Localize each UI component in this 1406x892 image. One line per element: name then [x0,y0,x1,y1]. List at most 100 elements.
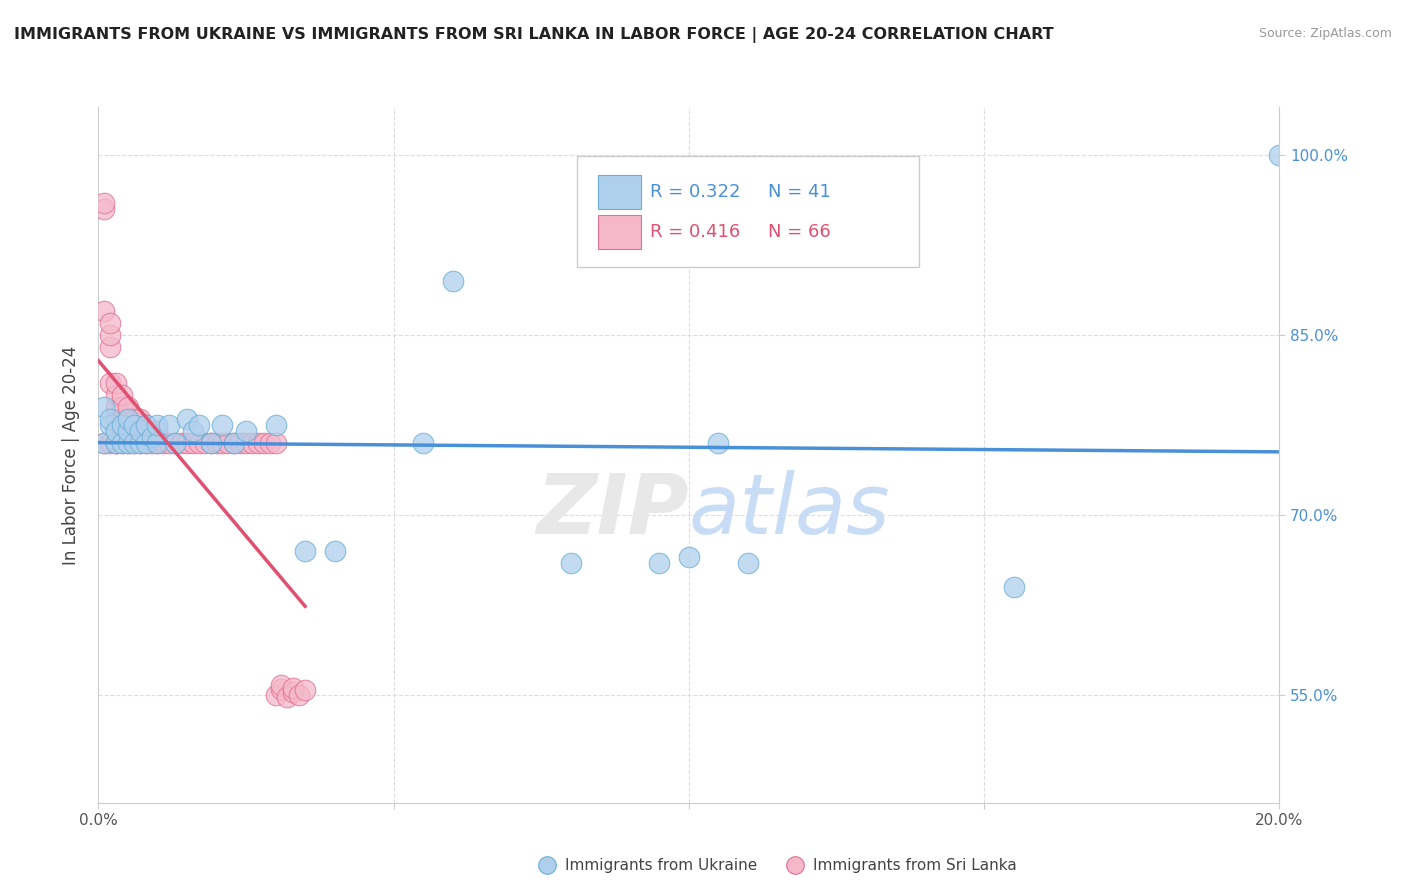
Text: N = 41: N = 41 [768,183,831,201]
Point [105,376,128,390]
Point [128,436,150,450]
Point [146,436,169,450]
Point [111,424,134,438]
Point [141,430,163,444]
Point [176,436,198,450]
Text: R = 0.416: R = 0.416 [650,223,740,241]
Point [98,417,121,432]
Point [98,376,121,390]
Point [117,436,139,450]
Point [93,304,115,318]
Point [93,202,115,216]
Point [165,436,187,450]
Point [141,436,163,450]
Point [264,436,287,450]
Point [117,424,139,438]
Point [111,417,134,432]
Point [678,549,700,564]
Point [224,436,246,450]
Point [105,424,128,438]
Point [105,424,128,438]
Point [105,412,128,426]
Point [122,412,145,426]
Point [98,340,121,354]
Point [135,417,157,432]
Point [176,412,198,426]
Point [264,688,287,702]
Point [270,678,292,692]
Point [294,544,316,558]
Point [122,436,145,450]
Point [246,436,269,450]
Point [111,436,134,450]
Point [1268,148,1291,162]
Point [170,436,193,450]
Point [211,417,233,432]
Point [157,436,180,450]
Point [648,556,671,570]
Point [1002,580,1025,594]
Point [128,412,150,426]
Point [235,424,257,438]
Point [288,688,311,702]
Point [105,388,128,402]
Text: N = 66: N = 66 [768,223,831,241]
Point [181,436,204,450]
Point [157,417,180,432]
Point [211,436,233,450]
Point [235,436,257,450]
Point [276,690,298,705]
Point [93,436,115,450]
Text: Source: ZipAtlas.com: Source: ZipAtlas.com [1258,27,1392,40]
Point [229,436,252,450]
Point [412,436,434,450]
Point [224,436,246,450]
Point [323,544,346,558]
Point [122,417,145,432]
Point [117,412,139,426]
Point [117,436,139,450]
Point [141,424,163,438]
Point [200,436,222,450]
Point [200,436,222,450]
Point [187,436,209,450]
Point [146,417,169,432]
Point [194,436,217,450]
Point [98,436,121,450]
Point [283,685,305,699]
Point [111,412,134,426]
Point [128,436,150,450]
Point [111,400,134,414]
FancyBboxPatch shape [576,156,920,267]
Point [117,412,139,426]
Point [105,436,128,450]
Point [707,436,730,450]
Point [105,400,128,414]
Point [117,400,139,414]
Point [441,274,464,288]
FancyBboxPatch shape [598,215,641,249]
Point [117,424,139,438]
Point [105,436,128,450]
Point [240,436,263,450]
Y-axis label: In Labor Force | Age 20-24: In Labor Force | Age 20-24 [62,345,80,565]
Point [122,436,145,450]
Point [98,412,121,426]
Point [135,424,157,438]
Point [128,424,150,438]
FancyBboxPatch shape [598,175,641,210]
Point [93,400,115,414]
Point [165,436,187,450]
Point [111,388,134,402]
Text: Immigrants from Sri Lanka: Immigrants from Sri Lanka [813,858,1017,873]
Point [135,436,157,450]
Point [181,424,204,438]
Point [93,196,115,211]
Point [135,436,157,450]
Point [737,556,759,570]
Point [205,436,228,450]
Point [93,436,115,450]
Point [270,681,292,696]
Point [560,556,582,570]
Point [259,436,281,450]
